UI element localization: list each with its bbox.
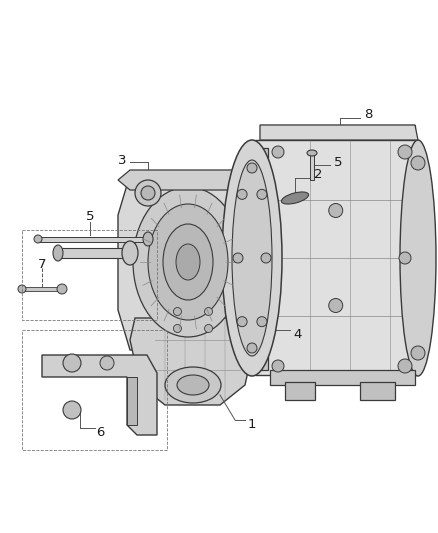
Circle shape <box>100 356 114 370</box>
Circle shape <box>63 354 81 372</box>
Ellipse shape <box>307 150 317 156</box>
Polygon shape <box>260 125 415 145</box>
Polygon shape <box>310 155 314 180</box>
Circle shape <box>329 298 343 312</box>
Ellipse shape <box>222 140 282 376</box>
Ellipse shape <box>232 160 272 356</box>
Text: 3: 3 <box>118 154 126 166</box>
Circle shape <box>272 360 284 372</box>
Polygon shape <box>252 148 268 370</box>
Circle shape <box>272 146 284 158</box>
Circle shape <box>63 401 81 419</box>
Ellipse shape <box>165 367 221 403</box>
Circle shape <box>205 325 212 333</box>
Ellipse shape <box>177 375 209 395</box>
Circle shape <box>173 325 181 333</box>
Circle shape <box>411 346 425 360</box>
Polygon shape <box>22 287 62 291</box>
Polygon shape <box>58 248 130 258</box>
Text: 5: 5 <box>86 209 94 222</box>
Circle shape <box>237 317 247 327</box>
Circle shape <box>399 252 411 264</box>
Circle shape <box>237 189 247 199</box>
Circle shape <box>141 186 155 200</box>
Circle shape <box>34 235 42 243</box>
Text: 1: 1 <box>248 418 256 432</box>
Circle shape <box>18 285 26 293</box>
Ellipse shape <box>148 204 228 320</box>
Circle shape <box>247 163 257 173</box>
Text: 2: 2 <box>314 168 322 182</box>
Ellipse shape <box>143 232 153 246</box>
Circle shape <box>398 145 412 159</box>
Ellipse shape <box>122 241 138 265</box>
Text: 5: 5 <box>334 156 342 168</box>
Polygon shape <box>127 377 137 425</box>
Polygon shape <box>118 175 250 350</box>
Circle shape <box>233 253 243 263</box>
Polygon shape <box>118 170 250 190</box>
Ellipse shape <box>53 245 63 261</box>
Polygon shape <box>38 237 148 242</box>
Circle shape <box>173 308 181 316</box>
Polygon shape <box>360 382 395 400</box>
Circle shape <box>247 343 257 353</box>
Polygon shape <box>255 140 418 375</box>
Polygon shape <box>260 125 418 140</box>
Bar <box>22 230 157 320</box>
Text: 6: 6 <box>96 425 104 439</box>
Ellipse shape <box>176 244 200 280</box>
Circle shape <box>329 204 343 217</box>
Bar <box>22 330 167 450</box>
Circle shape <box>57 284 67 294</box>
Circle shape <box>205 308 212 316</box>
Polygon shape <box>285 382 315 400</box>
Ellipse shape <box>400 140 436 376</box>
Circle shape <box>257 317 267 327</box>
Circle shape <box>398 359 412 373</box>
Text: 8: 8 <box>364 109 372 122</box>
Ellipse shape <box>282 192 309 204</box>
Ellipse shape <box>133 187 243 337</box>
Circle shape <box>411 156 425 170</box>
Polygon shape <box>130 318 255 405</box>
Circle shape <box>257 189 267 199</box>
Ellipse shape <box>163 224 213 300</box>
Text: 7: 7 <box>38 259 46 271</box>
Polygon shape <box>270 370 415 385</box>
Text: 4: 4 <box>294 327 302 341</box>
Polygon shape <box>42 355 157 435</box>
Circle shape <box>135 180 161 206</box>
Circle shape <box>261 253 271 263</box>
